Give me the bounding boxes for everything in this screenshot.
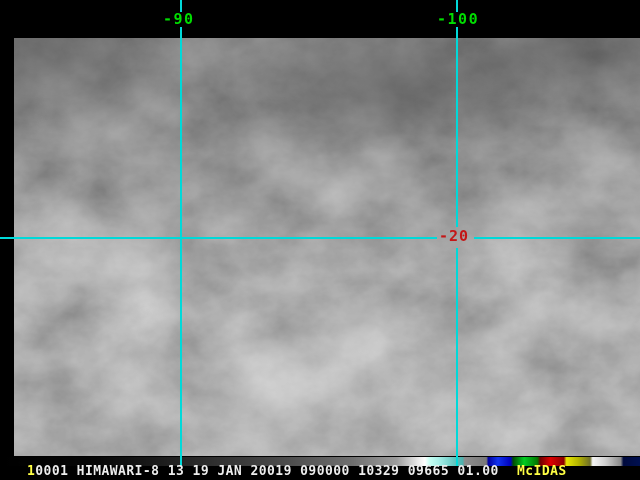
longitude-label-90: -90 [162,10,196,28]
frame-info-text: 10001 HIMAWARI-8 13 19 JAN 20019 090000 … [27,464,499,479]
brightness-colorbar [0,457,640,466]
cursor-value-label: -20 [439,227,470,245]
longitude-label-100: -100 [436,10,481,28]
frame-info-body: 0001 HIMAWARI-8 13 19 JAN 20019 090000 1… [35,464,499,479]
gridline-vertical-100-lower [456,248,458,466]
mcidas-brand: McIDAS [517,464,567,479]
gridline-horizontal-right [474,237,640,239]
cloud-texture [14,38,640,456]
satellite-image[interactable] [14,38,640,456]
cloud-luminance-shading [14,38,640,456]
gridline-vertical-100-upper [456,0,458,227]
gridline-horizontal-left [0,237,437,239]
gridline-vertical-90 [180,0,182,466]
status-bar: 10001 HIMAWARI-8 13 19 JAN 20019 090000 … [0,464,640,480]
frame-number: 1 [27,464,36,479]
